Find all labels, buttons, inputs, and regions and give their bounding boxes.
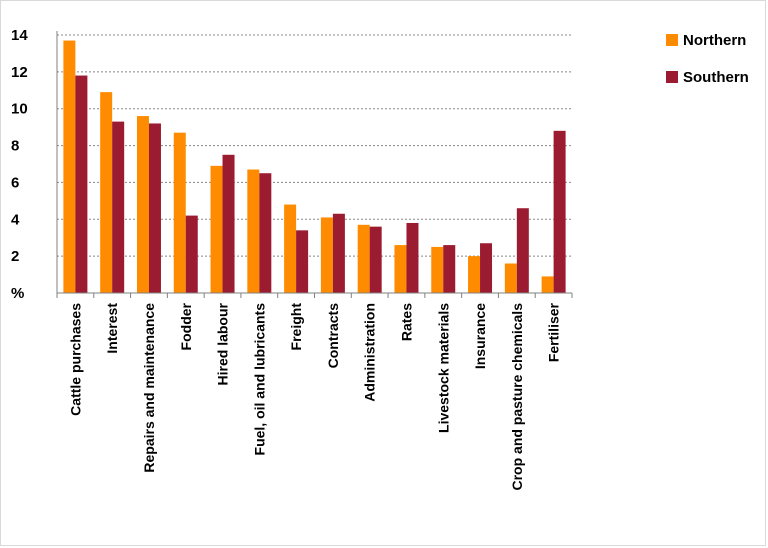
y-tick-labels: % 2 4 6 8 10 12 14 — [11, 27, 28, 302]
bar-southern — [112, 121, 125, 293]
x-tick-label: Interest — [104, 303, 120, 354]
x-tick-label: Fuel, oil and lubricants — [251, 303, 267, 456]
y-tick-label: 14 — [11, 27, 28, 44]
x-tick-labels: Cattle purchases Interest Repairs and main… — [67, 302, 561, 490]
bar-northern — [173, 132, 186, 293]
bar-southern — [332, 213, 345, 293]
bar-southern — [148, 123, 161, 293]
y-tick-label: 6 — [11, 174, 19, 191]
x-tick-label: Administration — [362, 303, 378, 402]
bar-southern — [443, 245, 456, 293]
y-tick-label: 12 — [11, 64, 28, 81]
bar-northern — [284, 204, 297, 293]
legend-label: Northern — [683, 32, 746, 49]
bar-southern — [553, 130, 566, 293]
bar-southern — [296, 230, 309, 293]
y-tick-label: % — [11, 285, 24, 302]
bar-southern — [516, 208, 529, 293]
bar-northern — [247, 169, 260, 293]
bar-northern — [210, 165, 223, 293]
bar-southern — [480, 243, 493, 293]
bars — [63, 40, 566, 294]
axes — [56, 31, 573, 298]
x-tick-label: Rates — [398, 303, 414, 341]
x-tick-label: Crop and pasture chemicals — [509, 303, 525, 491]
y-tick-label: 10 — [11, 101, 28, 118]
y-tick-label: 4 — [11, 211, 20, 228]
y-tick-label: 8 — [11, 138, 19, 155]
bar-northern — [541, 276, 554, 293]
bar-northern — [394, 245, 407, 293]
x-tick-label: Livestock materials — [435, 303, 451, 433]
y-tick-label: 2 — [11, 248, 19, 265]
bar-southern — [75, 75, 88, 294]
bar-southern — [406, 222, 419, 293]
x-tick-label: Insurance — [472, 303, 488, 369]
bar-northern — [136, 116, 149, 293]
legend-swatch — [666, 71, 678, 83]
bar-northern — [63, 40, 76, 294]
bar-southern — [259, 173, 272, 293]
x-tick-label: Contracts — [325, 303, 341, 369]
gridlines — [57, 34, 572, 257]
x-tick-label: Hired labour — [215, 302, 231, 385]
legend: Northern Southern — [666, 32, 749, 86]
bar-southern — [222, 154, 235, 293]
x-tick-label: Repairs and maintenance — [141, 303, 157, 473]
bar-northern — [431, 246, 444, 293]
legend-label: Southern — [683, 69, 749, 86]
bar-northern — [100, 92, 113, 293]
legend-swatch — [666, 34, 678, 46]
bar-southern — [185, 215, 198, 293]
bar-northern — [320, 217, 333, 293]
bar-northern — [357, 224, 370, 293]
x-tick-label: Freight — [288, 303, 304, 351]
bar-southern — [369, 226, 382, 293]
bar-northern — [468, 256, 481, 293]
bar-northern — [504, 263, 517, 293]
x-tick-label: Fertiliser — [546, 302, 562, 362]
x-tick-label: Cattle purchases — [67, 303, 83, 416]
x-tick-label: Fodder — [178, 302, 194, 350]
